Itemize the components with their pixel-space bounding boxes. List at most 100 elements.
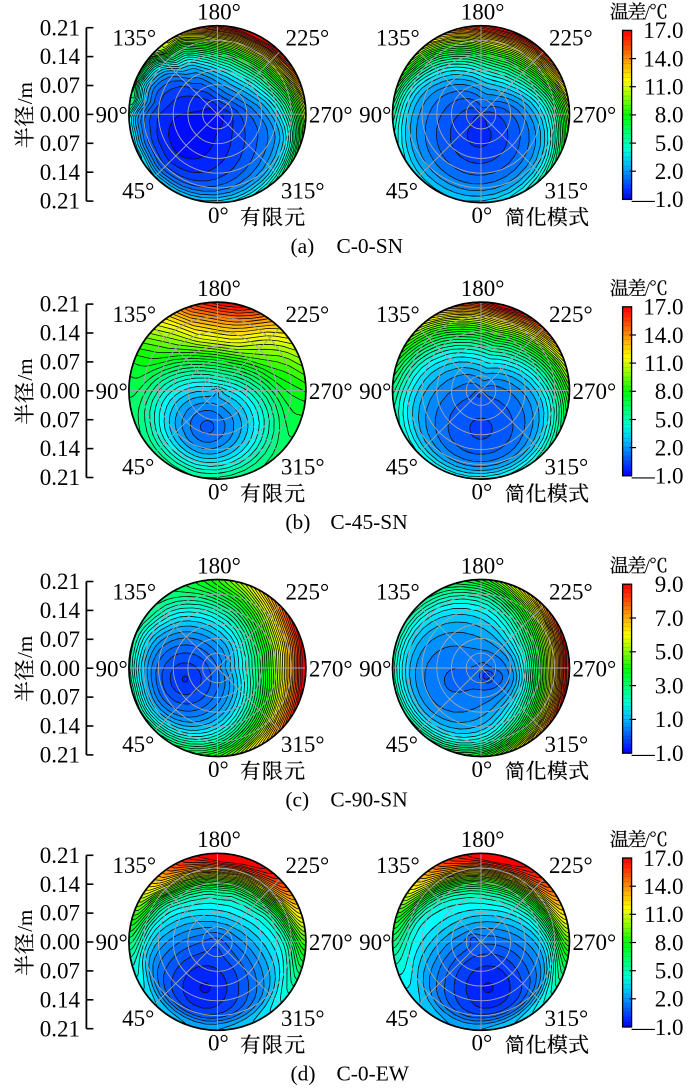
svg-text:11.0: 11.0 bbox=[644, 75, 683, 100]
svg-text:225°: 225° bbox=[285, 853, 329, 878]
svg-text:135°: 135° bbox=[112, 853, 156, 878]
svg-text:0.07: 0.07 bbox=[40, 959, 80, 984]
svg-text:315°: 315° bbox=[544, 455, 588, 480]
svg-text:90°: 90° bbox=[359, 656, 391, 681]
svg-text:0°: 0° bbox=[208, 479, 229, 504]
svg-text:180°: 180° bbox=[197, 553, 241, 578]
svg-text:0.14: 0.14 bbox=[40, 872, 81, 897]
svg-text:0.14: 0.14 bbox=[40, 598, 81, 623]
svg-text:/: / bbox=[645, 2, 651, 23]
svg-text:315°: 315° bbox=[544, 1006, 588, 1031]
svg-text:270°: 270° bbox=[572, 930, 616, 955]
svg-text:45°: 45° bbox=[122, 455, 154, 480]
svg-text:180°: 180° bbox=[197, 276, 241, 301]
svg-text:0.07: 0.07 bbox=[40, 407, 80, 432]
svg-text:8.0: 8.0 bbox=[655, 930, 684, 955]
svg-text:0°: 0° bbox=[208, 1031, 229, 1056]
svg-text:—1.0: —1.0 bbox=[631, 464, 684, 489]
svg-text:0.21: 0.21 bbox=[40, 743, 80, 768]
svg-text:0°: 0° bbox=[472, 757, 493, 782]
svg-text:0.07: 0.07 bbox=[40, 901, 80, 926]
svg-text:225°: 225° bbox=[549, 579, 593, 604]
svg-text:90°: 90° bbox=[95, 930, 127, 955]
svg-text:0.21: 0.21 bbox=[40, 292, 80, 317]
svg-text:180°: 180° bbox=[461, 553, 505, 578]
svg-text:0°: 0° bbox=[472, 1031, 493, 1056]
svg-text:0.14: 0.14 bbox=[40, 714, 81, 739]
svg-text:C-0-EW: C-0-EW bbox=[337, 1061, 410, 1085]
svg-text:C-45-SN: C-45-SN bbox=[330, 510, 407, 534]
svg-text:225°: 225° bbox=[549, 26, 593, 51]
svg-text:0.21: 0.21 bbox=[40, 15, 80, 40]
svg-text:135°: 135° bbox=[376, 302, 420, 327]
svg-text:45°: 45° bbox=[386, 178, 418, 203]
svg-text:5.0: 5.0 bbox=[655, 131, 684, 156]
svg-text:C-0-SN: C-0-SN bbox=[337, 234, 404, 258]
svg-text:/: / bbox=[645, 830, 651, 851]
svg-text:90°: 90° bbox=[95, 103, 127, 128]
svg-text:180°: 180° bbox=[461, 827, 505, 852]
svg-text:225°: 225° bbox=[285, 579, 329, 604]
svg-text:225°: 225° bbox=[549, 302, 593, 327]
svg-text:11.0: 11.0 bbox=[644, 351, 683, 376]
svg-text:90°: 90° bbox=[359, 103, 391, 128]
svg-text:0.14: 0.14 bbox=[40, 987, 81, 1012]
svg-text:270°: 270° bbox=[572, 103, 616, 128]
svg-text:0.14: 0.14 bbox=[40, 321, 81, 346]
svg-text:(c): (c) bbox=[285, 788, 309, 812]
svg-text:—1.0: —1.0 bbox=[631, 741, 684, 766]
svg-text:90°: 90° bbox=[95, 379, 127, 404]
svg-text:270°: 270° bbox=[309, 379, 353, 404]
svg-text:(b): (b) bbox=[285, 510, 310, 534]
svg-text:180°: 180° bbox=[197, 827, 241, 852]
svg-text:315°: 315° bbox=[281, 455, 325, 480]
svg-text:17.0: 17.0 bbox=[643, 846, 683, 871]
svg-text:14.0: 14.0 bbox=[643, 46, 683, 71]
svg-text:45°: 45° bbox=[122, 178, 154, 203]
svg-text:7.0: 7.0 bbox=[655, 606, 684, 631]
svg-text:135°: 135° bbox=[112, 26, 156, 51]
svg-text:/m: /m bbox=[13, 358, 37, 380]
svg-text:5.0: 5.0 bbox=[655, 407, 684, 432]
svg-text:90°: 90° bbox=[359, 930, 391, 955]
svg-text:0.21: 0.21 bbox=[40, 1016, 80, 1041]
svg-text:225°: 225° bbox=[285, 26, 329, 51]
svg-text:315°: 315° bbox=[281, 1006, 325, 1031]
svg-text:180°: 180° bbox=[461, 0, 505, 25]
svg-text:225°: 225° bbox=[549, 853, 593, 878]
svg-text:0.07: 0.07 bbox=[40, 350, 80, 375]
svg-text:C-90-SN: C-90-SN bbox=[330, 788, 407, 812]
svg-text:180°: 180° bbox=[461, 276, 505, 301]
svg-text:/: / bbox=[645, 279, 651, 300]
svg-text:0.14: 0.14 bbox=[40, 436, 81, 461]
svg-text:8.0: 8.0 bbox=[655, 379, 684, 404]
svg-text:270°: 270° bbox=[572, 656, 616, 681]
svg-text:17.0: 17.0 bbox=[643, 295, 683, 320]
svg-text:2.0: 2.0 bbox=[655, 435, 684, 460]
svg-text:/: / bbox=[645, 556, 651, 577]
svg-text:0°: 0° bbox=[472, 203, 493, 228]
svg-text:0°: 0° bbox=[208, 757, 229, 782]
svg-text:270°: 270° bbox=[572, 379, 616, 404]
svg-text:45°: 45° bbox=[386, 455, 418, 480]
svg-text:(d): (d) bbox=[291, 1061, 316, 1085]
svg-text:0.21: 0.21 bbox=[40, 843, 80, 868]
svg-text:45°: 45° bbox=[386, 732, 418, 757]
svg-text:3.0: 3.0 bbox=[655, 673, 684, 698]
svg-text:135°: 135° bbox=[376, 26, 420, 51]
svg-text:11.0: 11.0 bbox=[644, 902, 683, 927]
svg-text:0.00: 0.00 bbox=[40, 378, 80, 403]
svg-text:0.14: 0.14 bbox=[40, 160, 81, 185]
svg-text:0.07: 0.07 bbox=[40, 627, 80, 652]
svg-text:0.00: 0.00 bbox=[40, 930, 80, 955]
svg-text:0.21: 0.21 bbox=[40, 189, 80, 214]
svg-text:0.00: 0.00 bbox=[40, 656, 80, 681]
svg-text:270°: 270° bbox=[309, 656, 353, 681]
svg-text:/m: /m bbox=[13, 910, 37, 932]
svg-text:2.0: 2.0 bbox=[655, 987, 684, 1012]
svg-text:1.0: 1.0 bbox=[655, 707, 684, 732]
svg-text:0.07: 0.07 bbox=[40, 73, 80, 98]
svg-text:135°: 135° bbox=[376, 579, 420, 604]
svg-text:0.07: 0.07 bbox=[40, 131, 80, 156]
svg-text:315°: 315° bbox=[544, 178, 588, 203]
